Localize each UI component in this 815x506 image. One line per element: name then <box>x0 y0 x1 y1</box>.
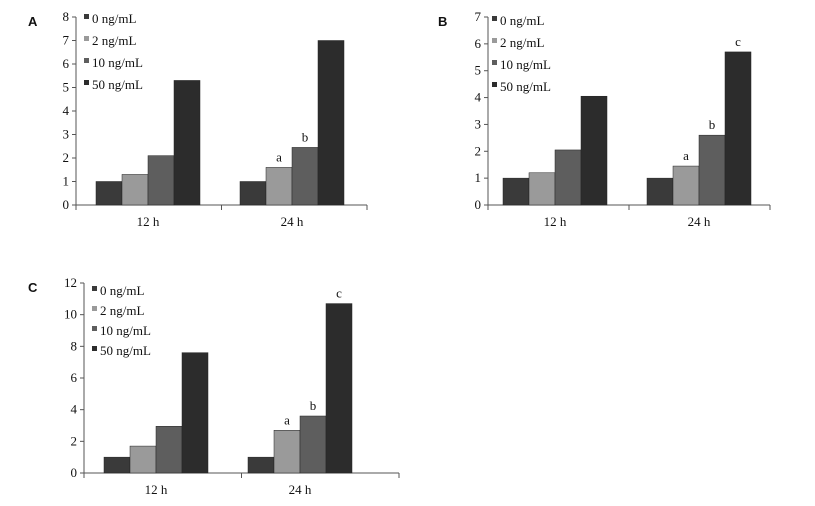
y-tick-label: 6 <box>475 36 482 51</box>
y-tick-label: 2 <box>475 143 482 158</box>
x-category-label: 24 h <box>688 214 711 229</box>
y-tick-label: 4 <box>475 90 482 105</box>
bar-24h-0ngmL <box>247 456 275 474</box>
legend-swatch <box>84 58 89 63</box>
legend-swatch <box>84 36 89 41</box>
panel-label: A <box>28 14 38 29</box>
x-category-label: 12 h <box>137 214 160 229</box>
bar-12h-50ngmL <box>181 352 209 474</box>
x-category-label: 24 h <box>281 214 304 229</box>
y-tick-label: 5 <box>63 80 70 95</box>
y-tick-label: 2 <box>63 150 70 165</box>
y-tick-label: 3 <box>63 127 70 142</box>
bar-24h-2ngmL <box>265 167 293 206</box>
bar-24h-10ngmL <box>291 147 319 206</box>
y-tick-label: 7 <box>63 33 70 48</box>
significance-label: a <box>284 412 290 427</box>
significance-label: b <box>310 398 317 413</box>
bar-12h-0ngmL <box>103 456 131 474</box>
y-tick-label: 12 <box>64 275 77 290</box>
legend-swatch <box>492 82 497 87</box>
significance-label: c <box>336 286 342 301</box>
panel-label: B <box>438 14 447 29</box>
legend-entry: 2 ng/mL <box>500 35 544 50</box>
y-tick-label: 4 <box>63 103 70 118</box>
legend-entry: 50 ng/mL <box>92 77 143 92</box>
legend-swatch <box>84 14 89 19</box>
legend-swatch <box>492 60 497 65</box>
x-category-label: 12 h <box>544 214 567 229</box>
legend-entry: 0 ng/mL <box>92 11 136 26</box>
bar-24h-50ngmL <box>724 51 752 206</box>
bar-24h-50ngmL <box>325 303 353 474</box>
bar-24h-2ngmL <box>273 430 301 474</box>
y-tick-label: 6 <box>71 370 78 385</box>
chart-panel-a: A 0 1 2 3 4 5 6 7 8 12 h 24 h a b 0 ng/mL 2 ng/mL 10 ng/… <box>28 9 368 229</box>
bar-24h-2ngmL <box>672 165 700 206</box>
y-tick-label: 8 <box>63 9 70 24</box>
bar-12h-2ngmL <box>121 174 149 206</box>
legend-entry: 10 ng/mL <box>500 57 551 72</box>
legend-entry: 50 ng/mL <box>500 79 551 94</box>
y-tick-label: 3 <box>475 116 482 131</box>
bar-12h-2ngmL <box>528 172 556 206</box>
y-tick-label: 2 <box>71 433 78 448</box>
y-tick-label: 1 <box>63 174 70 189</box>
bar-24h-10ngmL <box>299 415 327 474</box>
legend-swatch <box>492 16 497 21</box>
bar-12h-10ngmL <box>554 149 582 206</box>
bar-12h-2ngmL <box>129 445 157 474</box>
legend-entry: 10 ng/mL <box>100 323 151 338</box>
bar-24h-10ngmL <box>698 134 726 206</box>
legend-entry: 2 ng/mL <box>100 303 144 318</box>
y-tick-label: 0 <box>71 465 78 480</box>
legend-entry: 0 ng/mL <box>100 283 144 298</box>
y-tick-label: 10 <box>64 307 77 322</box>
y-tick-label: 1 <box>475 170 482 185</box>
y-tick-label: 8 <box>71 338 78 353</box>
chart-panel-c: C 0 2 4 6 8 10 12 12 h 24 h a b c 0 ng/mL 2 ng/mL 10 ng… <box>28 275 400 497</box>
bar-24h-50ngmL <box>317 40 345 206</box>
legend-entry: 50 ng/mL <box>100 343 151 358</box>
chart-panel-b: B 0 1 2 3 4 5 6 7 12 h 24 h a b c 0 ng/mL 2 ng/mL 10 ng/… <box>438 9 771 229</box>
significance-label: a <box>276 149 282 164</box>
legend-swatch <box>84 80 89 85</box>
legend-swatch <box>92 326 97 331</box>
bar-24h-0ngmL <box>239 181 267 206</box>
legend-swatch <box>92 286 97 291</box>
panel-label: C <box>28 280 38 295</box>
legend-swatch <box>492 38 497 43</box>
bar-12h-0ngmL <box>95 181 123 206</box>
y-tick-label: 4 <box>71 402 78 417</box>
legend-swatch <box>92 346 97 351</box>
bar-12h-50ngmL <box>580 95 608 206</box>
y-tick-label: 7 <box>475 9 482 24</box>
bar-24h-0ngmL <box>646 177 674 206</box>
legend-entry: 10 ng/mL <box>92 55 143 70</box>
y-tick-label: 5 <box>475 63 482 78</box>
bar-12h-50ngmL <box>173 80 201 206</box>
significance-label: b <box>709 117 716 132</box>
x-category-label: 12 h <box>145 482 168 497</box>
y-tick-label: 6 <box>63 56 70 71</box>
y-tick-label: 0 <box>63 197 70 212</box>
bar-12h-10ngmL <box>147 155 175 206</box>
bar-12h-0ngmL <box>502 177 530 206</box>
significance-label: b <box>302 129 309 144</box>
legend-entry: 0 ng/mL <box>500 13 544 28</box>
significance-label: c <box>735 34 741 49</box>
significance-label: a <box>683 148 689 163</box>
legend-entry: 2 ng/mL <box>92 33 136 48</box>
legend-swatch <box>92 306 97 311</box>
x-category-label: 24 h <box>289 482 312 497</box>
y-tick-label: 0 <box>475 197 482 212</box>
bar-12h-10ngmL <box>155 426 183 474</box>
